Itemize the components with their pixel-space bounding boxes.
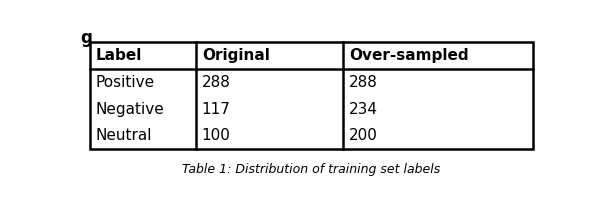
Text: Label: Label [95,48,142,63]
Text: Negative: Negative [95,102,164,117]
Text: 288: 288 [349,75,378,90]
Text: Original: Original [202,48,270,63]
Text: g: g [81,29,92,47]
Text: 117: 117 [202,102,230,117]
Text: 200: 200 [349,129,378,144]
Text: 288: 288 [202,75,230,90]
Text: Neutral: Neutral [95,129,152,144]
Text: Table 1: Distribution of training set labels: Table 1: Distribution of training set la… [182,163,441,176]
Text: 100: 100 [202,129,230,144]
Text: Positive: Positive [95,75,154,90]
Text: 234: 234 [349,102,378,117]
Text: Over-sampled: Over-sampled [349,48,469,63]
